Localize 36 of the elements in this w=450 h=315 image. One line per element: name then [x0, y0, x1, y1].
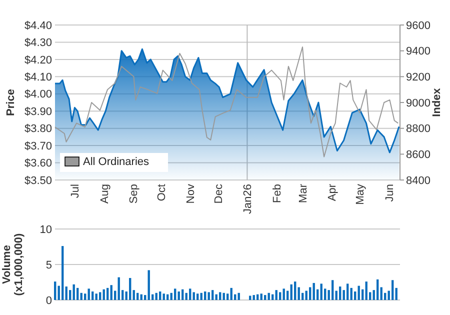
- x-tick-label: Mar: [298, 184, 310, 203]
- x-tick-label: Aug: [98, 184, 111, 204]
- x-tick-label: Jan26: [242, 184, 254, 214]
- x-tick-label: Oct: [156, 184, 168, 202]
- x-tick-label: Dec: [213, 184, 226, 204]
- x-tick-label: Sep: [128, 184, 140, 204]
- y-tick-label: $4.40: [24, 20, 52, 32]
- y2-tick-label: 8600: [406, 149, 430, 162]
- y-axis-title: Volume (x1,000,000): [1, 232, 25, 296]
- y-tick-label: $4.30: [24, 37, 52, 50]
- y-tick-label: $4.10: [24, 72, 52, 84]
- x-tick-label: Nov: [185, 184, 197, 204]
- y2-tick-label: 9200: [406, 72, 430, 84]
- x-tick-label: Jul: [70, 184, 82, 198]
- y2-tick-label: 9600: [406, 20, 430, 32]
- y-tick-label: $3.60: [24, 158, 52, 170]
- y-tick-label: $3.70: [24, 140, 52, 152]
- y-tick-label: 5: [46, 259, 52, 272]
- y-tick-label: $4.20: [24, 54, 52, 66]
- y-tick-label: $3.80: [24, 123, 52, 136]
- y2-tick-label: 8800: [406, 123, 430, 136]
- x-tick-label: Jun: [384, 184, 396, 202]
- y-tick-label: $3.90: [24, 106, 52, 118]
- y-tick-label: $4.00: [24, 88, 52, 101]
- y2-axis-title: Index: [431, 87, 443, 117]
- x-tick-label: May: [354, 184, 367, 205]
- y2-tick-label: 9000: [406, 97, 430, 110]
- y2-tick-label: 9400: [406, 46, 430, 58]
- x-tick-label: Feb: [271, 184, 284, 203]
- y-tick-label: 10: [40, 224, 52, 236]
- y-tick-label: $3.50: [24, 174, 52, 187]
- x-tick-label: Apr: [326, 184, 339, 202]
- y2-tick-label: 8400: [406, 174, 430, 187]
- legend-label: All Ordinaries: [83, 156, 150, 168]
- y-axis-title: Price: [5, 89, 17, 116]
- y-tick-label: 0: [46, 294, 52, 307]
